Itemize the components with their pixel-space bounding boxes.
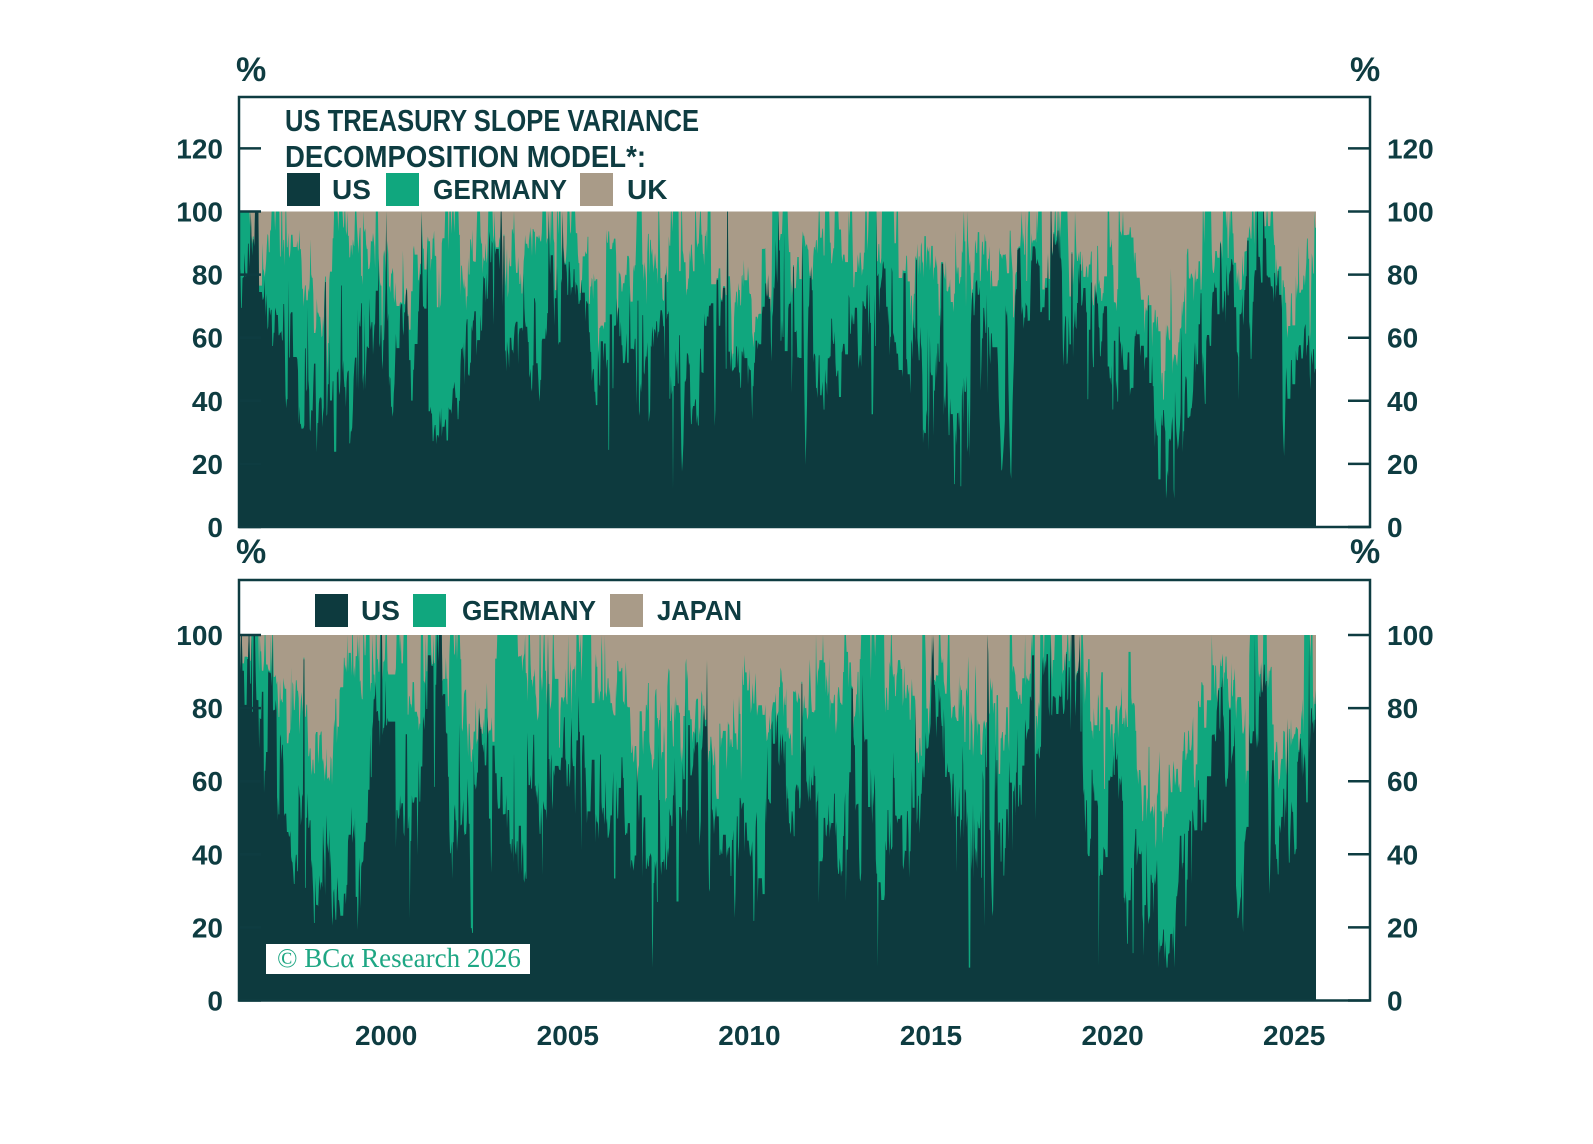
svg-text:0: 0 <box>1387 986 1403 1017</box>
svg-text:JAPAN: JAPAN <box>657 595 742 626</box>
svg-text:20: 20 <box>192 912 223 943</box>
svg-text:2000: 2000 <box>355 1020 417 1051</box>
svg-text:DECOMPOSITION MODEL*:: DECOMPOSITION MODEL*: <box>285 139 646 174</box>
svg-text:80: 80 <box>192 260 223 291</box>
svg-text:20: 20 <box>1387 912 1418 943</box>
svg-text:80: 80 <box>1387 693 1418 724</box>
svg-text:2005: 2005 <box>537 1020 599 1051</box>
svg-text:60: 60 <box>192 766 223 797</box>
svg-text:2010: 2010 <box>718 1020 780 1051</box>
svg-text:2025: 2025 <box>1263 1020 1325 1051</box>
svg-text:2015: 2015 <box>900 1020 962 1051</box>
svg-text:0: 0 <box>207 512 223 543</box>
svg-text:0: 0 <box>207 986 223 1017</box>
svg-text:100: 100 <box>176 197 223 228</box>
svg-text:20: 20 <box>192 449 223 480</box>
svg-text:40: 40 <box>192 839 223 870</box>
svg-text:UK: UK <box>627 174 667 205</box>
svg-text:0: 0 <box>1387 512 1403 543</box>
svg-text:40: 40 <box>1387 839 1418 870</box>
svg-text:US: US <box>332 174 371 205</box>
svg-text:US: US <box>361 595 400 626</box>
svg-text:120: 120 <box>1387 133 1434 164</box>
svg-text:%: % <box>1350 533 1380 571</box>
svg-text:GERMANY: GERMANY <box>433 174 567 205</box>
svg-text:60: 60 <box>1387 766 1418 797</box>
svg-text:%: % <box>236 533 266 571</box>
svg-text:120: 120 <box>176 133 223 164</box>
svg-text:60: 60 <box>192 323 223 354</box>
svg-text:GERMANY: GERMANY <box>462 595 596 626</box>
svg-text:US TREASURY SLOPE VARIANCE: US TREASURY SLOPE VARIANCE <box>285 103 699 138</box>
svg-text:© BCα Research 2026: © BCα Research 2026 <box>277 943 521 973</box>
svg-text:40: 40 <box>192 386 223 417</box>
svg-text:%: % <box>1350 51 1380 89</box>
svg-text:100: 100 <box>1387 197 1434 228</box>
svg-text:60: 60 <box>1387 323 1418 354</box>
svg-text:80: 80 <box>1387 260 1418 291</box>
svg-text:2020: 2020 <box>1081 1020 1143 1051</box>
svg-text:100: 100 <box>176 620 223 651</box>
svg-text:100: 100 <box>1387 620 1434 651</box>
svg-text:40: 40 <box>1387 386 1418 417</box>
svg-text:20: 20 <box>1387 449 1418 480</box>
svg-text:80: 80 <box>192 693 223 724</box>
svg-text:%: % <box>236 51 266 89</box>
